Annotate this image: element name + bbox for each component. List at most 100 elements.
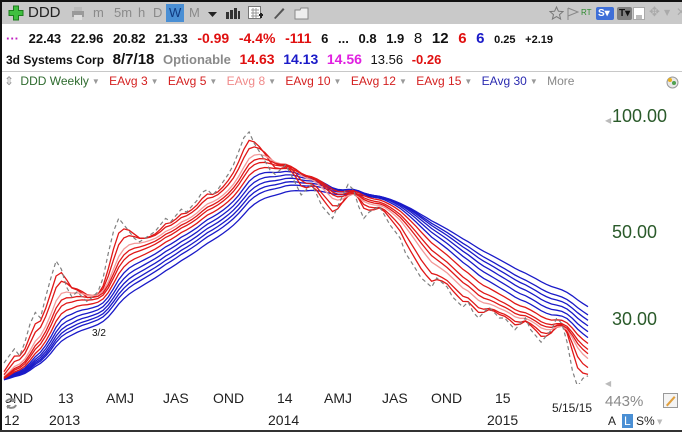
stat-d: 1.9 [386,31,405,46]
ema-short-line-15 [3,166,589,380]
chart-settings-icon[interactable] [666,76,679,89]
stat-a: -111 [285,30,312,46]
timeframe-h[interactable]: h [138,5,146,20]
stat-h: 6 [476,30,485,47]
last-date-label: 5/15/15 [552,401,593,415]
legend-eavg-10-menu-icon[interactable]: ▼ [333,77,342,86]
y-tick-50: 50.00 [612,222,658,242]
legend-eavg-15-menu-icon[interactable]: ▼ [464,77,473,86]
legend-eavg-12-menu-icon[interactable]: ▼ [398,77,407,86]
x-tick-15: 15 [495,390,511,406]
info-value-1: 14.63 [239,51,275,67]
company-name: 3d Systems Corp [6,53,105,67]
edit-pencil-icon[interactable] [663,393,678,408]
legend-eavg-30[interactable]: EAvg 30 [481,74,527,88]
low-price: 20.82 [112,31,146,46]
legend-eavg-8[interactable]: EAvg 8 [226,74,266,88]
dropdown-icon[interactable]: ▼ [664,8,671,17]
flag-icon[interactable] [567,7,579,20]
x-tick-13: 13 [58,390,74,406]
realtime-label[interactable]: RT [581,8,592,17]
s-menu-button[interactable]: S▾ [596,7,614,20]
ema-short-line-8 [3,153,589,378]
scale-mode-dropdown-icon[interactable]: ▼ [657,418,663,426]
quote-menu-dots[interactable]: ··· [6,31,19,46]
x-year-2015: 2015 [487,412,519,428]
legend-eavg-30-menu-icon[interactable]: ▼ [529,77,538,86]
timeframe-d[interactable]: D [153,5,163,20]
y-tick-30: 30.00 [612,309,658,329]
stat-ellipsis: ... [338,31,349,46]
ema-long-line-24 [3,177,589,381]
y-tick-100: 100.00 [612,106,668,126]
t-menu-button[interactable]: T▾ [617,7,632,20]
scale-mode-auto[interactable]: A [608,414,617,428]
dropdown-arrow-icon[interactable] [208,12,217,17]
close-price: 21.33 [155,31,188,46]
x-tick-amj-13: AMJ [106,390,134,406]
bottom-border [0,430,682,432]
calendar-add-icon[interactable] [248,6,264,21]
legend-ddd-weekly-menu-icon[interactable]: ▼ [91,77,100,86]
scale-mode-percent[interactable]: S% [636,414,655,428]
info-value-5: -0.26 [411,52,442,67]
ema-long-line-27 [3,181,589,381]
star-icon[interactable] [549,6,564,21]
price-marker-arrow-icon: ◀ [605,116,612,125]
price-chart[interactable]: 3/2 [2,92,600,384]
info-value-3: 14.56 [326,51,362,67]
zoom-level[interactable]: 443% [605,393,644,410]
stat-i: 0.25 [494,34,516,46]
reorder-handle-icon[interactable]: ⇕ [4,74,15,88]
legend-ddd-weekly[interactable]: DDD Weekly [20,74,89,88]
ema-long-line-18 [3,170,589,380]
legend-eavg-3[interactable]: EAvg 3 [109,74,148,88]
add-plus-icon[interactable] [8,5,24,21]
timeframe-w[interactable]: W [166,4,185,22]
stat-j: +2.19 [525,34,554,46]
t-menu-label: T [619,8,626,19]
legend-eavg-12[interactable]: EAvg 12 [350,74,396,88]
save-icon[interactable] [633,7,645,20]
move-icon[interactable]: ✥ [649,5,660,20]
printer-icon[interactable] [70,7,86,20]
bar-chart-icon[interactable] [226,8,240,19]
stat-f: 12 [431,30,449,47]
legend-eavg-10[interactable]: EAvg 10 [285,74,331,88]
folder-icon[interactable] [294,6,310,20]
annotation-split: 3/2 [92,328,106,339]
symbol-label[interactable]: DDD [28,4,61,21]
info-value-4: 13.56 [370,52,404,67]
legend-eavg-8-menu-icon[interactable]: ▼ [268,77,277,86]
stat-c: 0.8 [358,31,377,46]
separator [2,71,682,72]
open-price: 22.43 [28,31,62,46]
close-icon[interactable]: ✕ [676,5,682,19]
x-year-2014: 2014 [268,412,300,428]
scroll-marker-arrow-icon: ◀ [605,379,612,388]
x-tick-14: 14 [277,390,293,406]
legend-eavg-5-menu-icon[interactable]: ▼ [209,77,218,86]
x-tick-jas-13: JAS [163,390,189,406]
x-tick-jas-14: JAS [382,390,408,406]
s-menu-label: S [598,8,605,19]
info-row: 3d Systems Corp 8/7/18 Optionable 14.63 … [6,51,446,68]
timeframe-mo[interactable]: M [189,5,200,20]
pencil-icon[interactable] [272,6,286,20]
legend-eavg-15[interactable]: EAvg 15 [416,74,462,88]
quote-row: ··· 22.43 22.96 20.82 21.33 -0.99 -4.4% … [6,30,559,47]
scale-mode-log[interactable]: L [622,414,633,428]
indicator-legend: ⇕ DDD Weekly ▼ EAvg 3 ▼ EAvg 5 ▼ EAvg 8 ▼ EA… [4,74,574,88]
optionable-label: Optionable [163,52,231,67]
refresh-icon[interactable] [4,397,18,410]
legend-eavg-5[interactable]: EAvg 5 [167,74,207,88]
legend-eavg-3-menu-icon[interactable]: ▼ [150,77,159,86]
x-year-12: 12 [4,412,20,428]
high-price: 22.96 [70,31,104,46]
timeframe-5m[interactable]: 5m [114,5,133,20]
timeframe-m[interactable]: m [93,5,104,20]
legend-more[interactable]: More [547,74,575,88]
ema-short-line-10 [3,157,589,379]
price-change: -0.99 [197,30,230,46]
